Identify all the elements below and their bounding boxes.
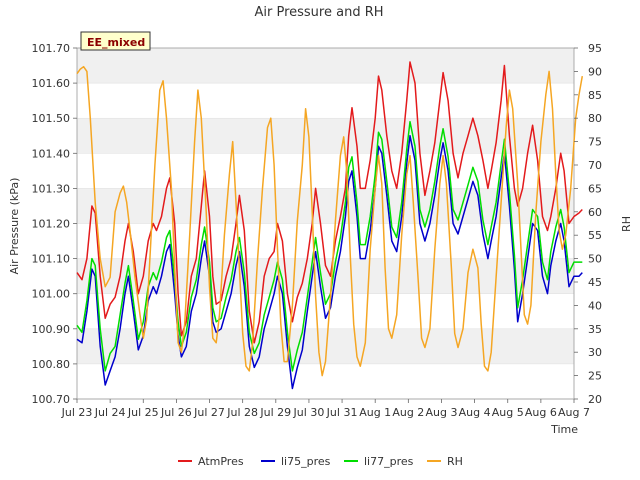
x-tick-label: Jul 29: [259, 406, 291, 419]
series-line-li75-pres: [76, 135, 583, 390]
y-right-tick-label: 50: [588, 253, 602, 266]
y-left-tick-label: 101.50: [32, 112, 71, 125]
x-tick-label: Jul 25: [127, 406, 159, 419]
grid-band: [77, 118, 574, 154]
axes-group: 100.70 100.80 100.90 101.00 101.10 101.20 101.…: [32, 42, 603, 419]
grid-band: [77, 188, 574, 224]
y-left-tick-label: 100.70: [32, 393, 71, 406]
x-tick-label: Aug 5: [492, 406, 524, 419]
y-right-tick-label: 25: [588, 370, 602, 383]
x-tick-label: Aug 3: [425, 406, 457, 419]
x-tick-label: Jul 23: [61, 406, 93, 419]
y-left-tick-label: 101.70: [32, 42, 71, 55]
y-right-tick-label: 55: [588, 229, 602, 242]
legend-label-li75-pres: li75_pres: [281, 455, 331, 468]
y-right-tick-label: 85: [588, 89, 602, 102]
series-group: [76, 61, 584, 390]
x-tick-label: Jul 27: [193, 406, 225, 419]
tag-label: EE_mixed: [87, 36, 145, 49]
y-right-tick-label: 45: [588, 276, 602, 289]
y-right-tick-label: 20: [588, 393, 602, 406]
y-right-tick-label: 60: [588, 206, 602, 219]
y-left-tick-label: 100.80: [32, 358, 71, 371]
y-right-tick-label: 95: [588, 42, 602, 55]
y-right-tick-label: 70: [588, 159, 602, 172]
y-left-tick-label: 101.60: [32, 77, 71, 90]
y-left-tick-label: 101.20: [32, 218, 71, 231]
y-axis-right-title: RH: [620, 216, 633, 232]
series-line-atmpres: [76, 61, 583, 344]
legend: AtmPres li75_pres li77_pres RH: [178, 455, 463, 468]
x-tick-label: Jul 26: [160, 406, 192, 419]
y-left-tick-label: 101.00: [32, 288, 71, 301]
y-right-tick-label: 65: [588, 182, 602, 195]
x-tick-label: Jul 24: [94, 406, 126, 419]
y-right-tick-label: 90: [588, 65, 602, 78]
x-tick-label: Jul 30: [293, 406, 325, 419]
x-tick-label: Jul 28: [226, 406, 258, 419]
tag-background: [80, 31, 151, 51]
x-tick-label: Aug 7: [558, 406, 590, 419]
y-right-tick-label: 40: [588, 299, 602, 312]
series-line-rh: [76, 65, 584, 377]
y-right-tick-label: 75: [588, 136, 602, 149]
y-left-tick-label: 100.90: [32, 323, 71, 336]
x-tick-label: Aug 1: [359, 406, 391, 419]
x-tick-label: Aug 6: [525, 406, 557, 419]
y-left-tick-label: 101.10: [32, 253, 71, 266]
x-tick-label: Aug 2: [392, 406, 424, 419]
legend-label-atmpres: AtmPres: [198, 455, 244, 468]
y-right-tick-label: 30: [588, 346, 602, 359]
x-tick-label: Jul 31: [326, 406, 358, 419]
legend-label-rh: RH: [447, 455, 463, 468]
chart-title: Air Pressure and RH: [254, 5, 383, 20]
y-left-tick-label: 101.30: [32, 182, 71, 195]
y-right-tick-label: 80: [588, 112, 602, 125]
x-tick-label: Aug 4: [459, 406, 491, 419]
grid-band: [77, 48, 574, 84]
y-right-tick-label: 35: [588, 323, 602, 336]
y-axis-left-title: Air Pressure (kPa): [8, 178, 21, 275]
tag-box: EE_mixed: [80, 31, 151, 51]
y-left-tick-label: 101.40: [32, 147, 71, 160]
legend-label-li77-pres: li77_pres: [364, 455, 414, 468]
x-axis-title: Time: [550, 423, 578, 436]
